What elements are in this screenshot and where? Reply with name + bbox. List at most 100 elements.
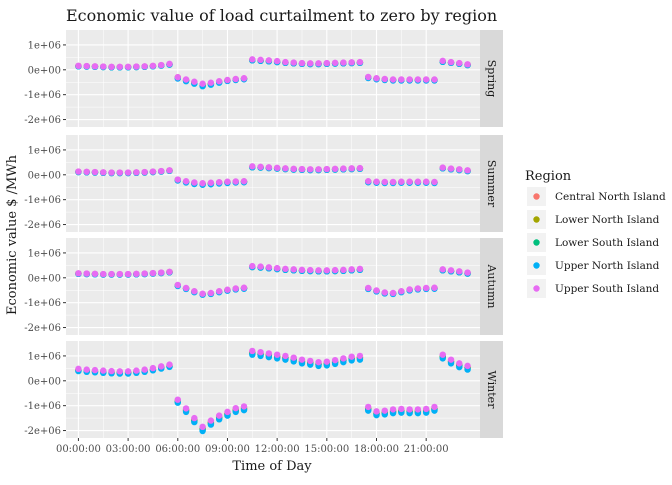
data-point [456,268,463,275]
x-tick-label: 03:00:00 [106,444,151,455]
data-point [199,180,206,187]
data-point [91,366,99,374]
data-point [456,360,463,367]
data-point [149,62,157,70]
y-tick-label: -2e+06 [24,115,61,126]
data-point [166,361,173,368]
data-point [265,350,273,357]
data-point [315,60,322,67]
data-point [422,284,430,292]
x-tick-label: 00:00:00 [56,444,101,455]
y-tick-label: -1e+06 [24,195,61,206]
legend-items: Central North Island Lower North Island Lo… [527,187,666,298]
data-point [149,168,157,175]
x-axis-title: Time of Day [232,459,312,474]
data-point [298,59,306,67]
data-point [431,76,438,83]
data-point [447,165,455,172]
data-point [141,63,148,70]
facet-strip [480,30,503,127]
data-point [439,351,446,358]
data-point [323,358,331,365]
data-point [315,358,322,366]
data-point [124,169,132,176]
data-point [232,285,239,292]
data-point [356,58,364,66]
y-tick-label: 1e+06 [28,40,61,51]
data-point [431,178,438,186]
data-point [249,56,256,63]
data-point [282,265,289,273]
data-point [100,367,107,374]
data-point [174,396,181,403]
data-point [273,164,281,172]
data-point [257,163,264,171]
data-point [340,59,347,66]
legend-swatch [533,239,540,246]
y-tick-label: -2e+06 [24,220,61,231]
data-point [91,63,99,70]
data-point [100,169,107,176]
data-point [298,266,306,274]
facet-strip [480,135,503,232]
data-point [149,269,157,277]
data-point [141,270,148,277]
legend-item: Central North Island [527,187,666,206]
legend-title: Region [525,169,572,184]
x-tick-label: 06:00:00 [155,444,200,455]
data-point [356,352,364,360]
data-point [100,63,107,70]
data-point [75,365,82,373]
series-upper-south-island [75,56,471,87]
data-point [182,284,190,292]
data-point [365,403,372,411]
data-point [240,403,248,410]
data-point [356,265,364,273]
data-point [265,164,273,171]
data-point [290,59,297,66]
data-point [340,266,347,274]
legend-label: Central North Island [555,191,666,203]
data-point [282,58,289,66]
data-point [182,76,190,83]
legend-swatch [533,216,540,223]
data-point [290,266,297,273]
data-point [298,165,306,173]
x-tick-label: 12:00:00 [255,444,300,455]
data-point [124,368,132,375]
data-point [207,289,215,297]
data-point [464,362,471,370]
data-point [406,406,413,413]
data-point [464,61,471,68]
data-point [307,60,314,67]
facet-label: Summer [485,160,498,208]
data-point [323,59,331,67]
data-point [265,57,273,64]
data-point [191,78,198,85]
y-tick-label: 1e+06 [28,351,61,362]
data-point [265,264,273,271]
data-point [414,406,422,413]
data-point [191,179,198,186]
data-point [315,267,322,274]
y-tick-label: 1e+06 [28,145,61,156]
data-point [381,75,388,83]
data-point [158,61,165,69]
data-point [373,408,380,415]
data-point [348,266,355,273]
legend-swatch [533,262,540,269]
data-point [133,270,140,278]
data-point [447,267,455,274]
data-point [116,270,124,278]
data-point [207,417,215,424]
data-point [224,408,231,416]
data-point [91,270,99,278]
data-point [83,366,90,373]
y-tick-label: 0e+00 [28,170,61,181]
facet-panels: 1e+06 0e+00 -1e+06 -2e+06 Spring 1e+06 0e+00 -1… [24,30,503,438]
data-point [439,57,446,65]
data-point [331,165,339,173]
data-point [273,57,281,65]
data-point [447,356,455,363]
data-point [406,76,413,83]
